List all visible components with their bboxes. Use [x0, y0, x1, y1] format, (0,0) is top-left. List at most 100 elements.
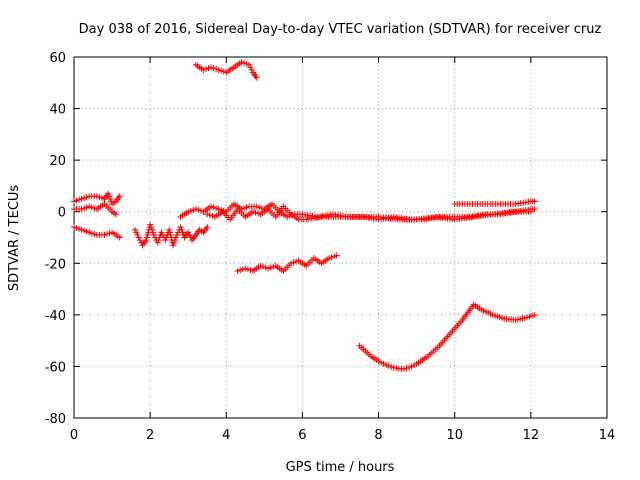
data-point-marker [166, 226, 173, 233]
data-point-marker [195, 206, 202, 213]
data-point-marker [527, 208, 534, 215]
data-point-marker [208, 203, 215, 210]
y-tick-label: -40 [45, 309, 66, 324]
data-point-marker [531, 206, 538, 213]
y-tick-label: 20 [49, 154, 66, 169]
data-point-marker [244, 266, 251, 273]
data-point-marker [241, 205, 248, 212]
data-point-marker [249, 208, 256, 215]
data-point-marker [76, 196, 83, 203]
data-point-marker [179, 229, 186, 236]
data-point-marker [88, 230, 95, 237]
series-arc-minus20 [234, 252, 340, 275]
data-point-marker [144, 231, 151, 238]
data-point-marker [213, 205, 220, 212]
data-point-marker [106, 193, 113, 200]
data-point-marker [243, 60, 250, 67]
data-point-marker [411, 362, 418, 369]
data-point-marker [526, 313, 533, 320]
data-point-marker [83, 194, 90, 201]
data-point-marker [185, 208, 192, 215]
data-point-marker [210, 65, 217, 72]
data-point-marker [246, 61, 253, 68]
tick-layer: 0 2 4 6 8 10 12 14 -80 -60 -40 -20 0 20 40 60 [45, 51, 616, 443]
data-point-marker [290, 259, 297, 266]
data-point-marker [71, 224, 77, 231]
data-point-marker [267, 264, 274, 271]
data-point-marker [524, 314, 531, 321]
data-point-marker [378, 359, 385, 366]
data-point-marker [143, 237, 150, 244]
series-arc-noisy [131, 221, 211, 249]
x-axis-label: GPS time / hours [286, 460, 395, 475]
data-point-marker [173, 231, 180, 238]
series-arc-top [192, 59, 260, 81]
data-point-marker [71, 198, 77, 205]
y-tick-label: 60 [49, 51, 66, 66]
series-layer [71, 59, 538, 373]
data-point-marker [187, 234, 194, 241]
series-arc-dip [356, 301, 538, 373]
y-tick-label: 40 [49, 103, 66, 118]
data-point-marker [148, 224, 155, 231]
data-point-marker [204, 224, 211, 231]
data-point-marker [213, 66, 220, 73]
data-point-marker [385, 362, 392, 369]
data-point-marker [200, 66, 207, 73]
x-tick-label: 8 [374, 428, 382, 443]
data-point-marker [260, 263, 267, 270]
data-point-marker [247, 64, 254, 71]
data-point-marker [167, 231, 174, 238]
x-tick-label: 6 [298, 428, 306, 443]
data-point-marker [136, 237, 143, 244]
data-point-marker [192, 206, 199, 213]
data-point-marker [383, 362, 390, 369]
data-point-marker [333, 252, 340, 259]
x-tick-label: 12 [523, 428, 540, 443]
data-point-marker [253, 203, 260, 210]
data-point-marker [529, 312, 536, 319]
data-point-marker [105, 190, 112, 197]
x-tick-label: 2 [146, 428, 154, 443]
data-point-marker [375, 358, 382, 365]
data-point-marker [150, 231, 157, 238]
data-point-marker [107, 195, 114, 202]
data-point-marker [158, 229, 165, 236]
data-point-marker [171, 237, 178, 244]
data-point-marker [185, 229, 192, 236]
data-point-marker [73, 197, 80, 204]
data-point-marker [215, 206, 222, 213]
data-point-marker [288, 260, 295, 267]
data-point-marker [241, 60, 248, 67]
data-point-marker [253, 74, 260, 81]
y-tick-label: -60 [45, 360, 66, 375]
data-point-marker [149, 229, 156, 236]
data-point-marker [238, 59, 245, 66]
data-point-marker [265, 265, 272, 272]
data-point-marker [166, 229, 173, 236]
data-point-marker [243, 204, 250, 211]
y-tick-label: -20 [45, 257, 66, 272]
data-point-marker [73, 225, 80, 232]
data-point-marker [531, 198, 538, 205]
data-point-marker [83, 204, 90, 211]
data-point-marker [204, 211, 211, 218]
data-point-marker [116, 193, 123, 200]
data-point-marker [388, 363, 395, 370]
data-point-marker [81, 194, 88, 201]
data-point-marker [220, 207, 227, 214]
data-point-marker [234, 268, 241, 275]
data-point-marker [284, 213, 291, 220]
data-point-marker [112, 211, 119, 218]
data-point-marker [169, 242, 176, 249]
y-tick-label: 0 [58, 206, 66, 221]
chart-title: Day 038 of 2016, Sidereal Day-to-day VTE… [79, 22, 602, 37]
x-tick-label: 10 [446, 428, 463, 443]
data-point-marker [239, 266, 246, 273]
data-point-marker [178, 226, 185, 233]
data-point-marker [186, 231, 193, 238]
data-point-marker [187, 207, 194, 214]
data-point-marker [143, 234, 150, 241]
plot-frame [73, 56, 608, 419]
